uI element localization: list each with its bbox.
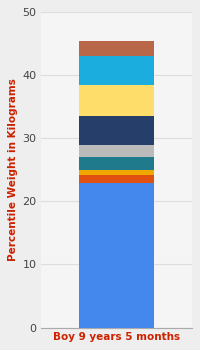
Bar [79, 157, 154, 170]
Bar [79, 170, 154, 175]
Bar [79, 41, 154, 56]
Y-axis label: Percentile Weight in Kilograms: Percentile Weight in Kilograms [8, 78, 18, 261]
Bar [79, 182, 154, 328]
Bar [79, 145, 154, 157]
Bar [79, 175, 154, 182]
Bar [79, 85, 154, 116]
Bar [79, 56, 154, 85]
Bar [79, 116, 154, 145]
